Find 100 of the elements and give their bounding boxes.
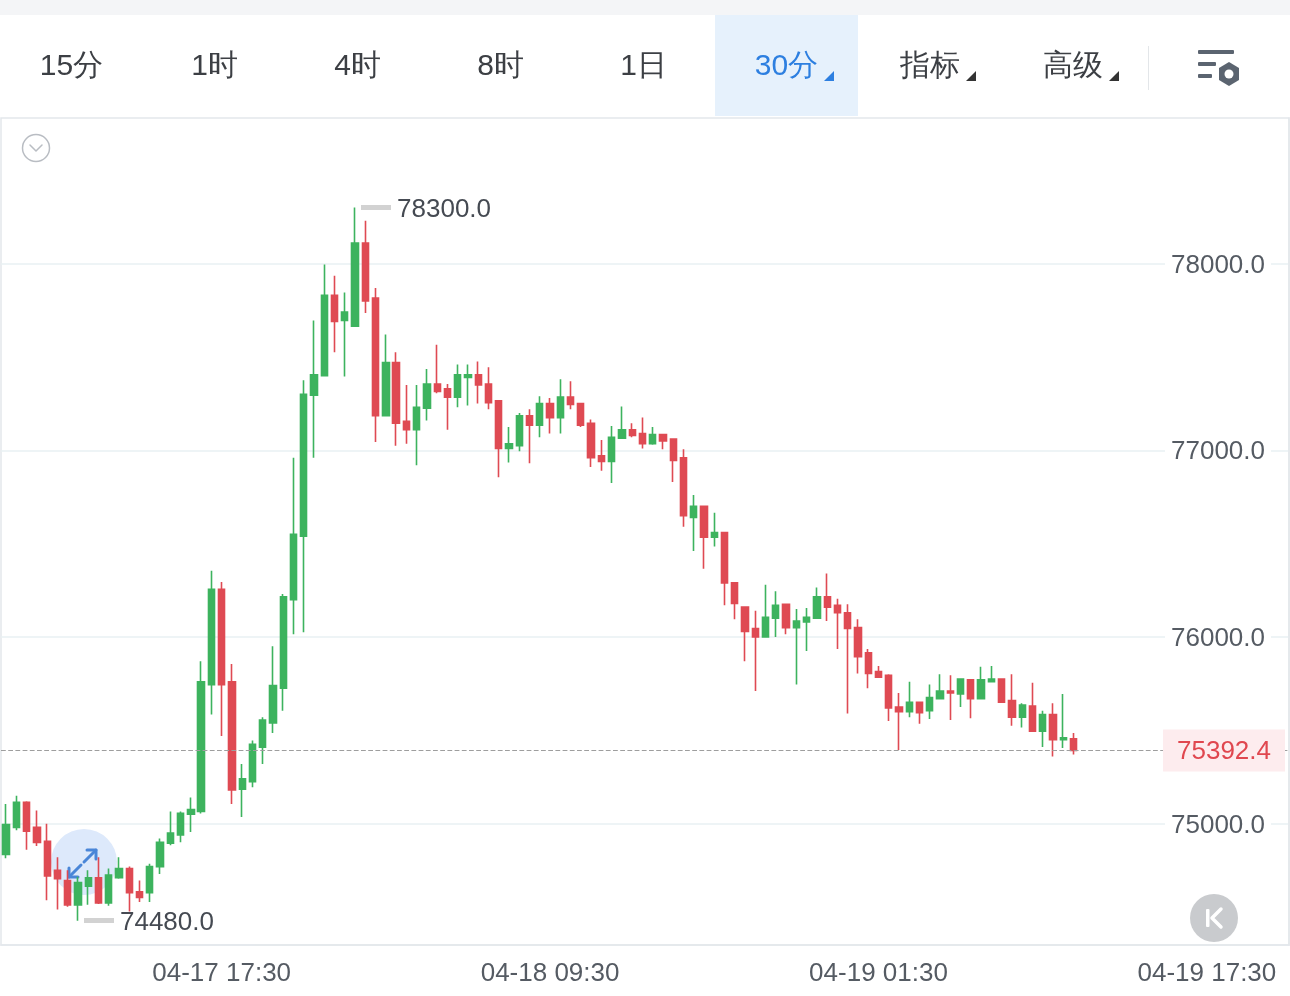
candlestick — [699, 505, 709, 570]
candlestick — [176, 810, 185, 844]
text: 30分 — [754, 47, 819, 83]
candlestick — [761, 583, 770, 638]
candlestick — [504, 426, 514, 464]
candlestick — [22, 800, 31, 851]
candlestick — [53, 856, 62, 911]
candlestick — [135, 879, 144, 903]
candlestick — [905, 680, 914, 719]
candlestick — [196, 660, 206, 815]
candlestick — [720, 531, 729, 607]
candlestick — [186, 796, 196, 833]
candlestick — [402, 384, 411, 445]
candlestick — [104, 867, 113, 907]
candlestick — [679, 448, 688, 528]
candlestick — [279, 593, 288, 712]
candlestick — [412, 384, 421, 467]
candlestick — [515, 412, 524, 453]
candlestick — [1048, 702, 1058, 758]
candlestick — [350, 206, 360, 328]
candlestick — [268, 645, 278, 734]
x-tick-label: 04-18 09:30 — [480, 957, 620, 987]
candlestick — [1028, 681, 1037, 733]
candlestick — [843, 603, 852, 715]
annotation: 78300.0 — [397, 192, 492, 223]
candlestick — [73, 876, 83, 922]
candlestick — [433, 344, 442, 395]
x-tick-label: 04-17 17:30 — [152, 957, 292, 987]
candlestick — [658, 433, 668, 451]
candlestick — [628, 422, 637, 439]
candlestick — [638, 416, 647, 450]
candlestick — [114, 856, 124, 880]
candlestick — [884, 673, 893, 722]
candlestick — [915, 701, 924, 725]
y-tick-label: 76000.0 — [1171, 621, 1265, 652]
candlestick — [525, 408, 534, 465]
candlestick — [997, 678, 1006, 704]
text: 15分 — [39, 47, 104, 83]
candlestick — [751, 610, 760, 692]
candlestick — [1018, 702, 1027, 729]
candlestick — [689, 494, 698, 552]
y-tick-label: 77000.0 — [1171, 435, 1265, 466]
candlestick — [812, 586, 822, 620]
candlestick — [453, 363, 462, 409]
candlestick — [864, 648, 873, 690]
candlestick — [217, 581, 226, 737]
y-tick-label: 78000.0 — [1171, 248, 1265, 279]
candlestick — [463, 363, 473, 407]
text: 8时 — [477, 47, 524, 83]
candlestick — [1, 803, 11, 859]
candlestick — [586, 418, 596, 468]
candlestick — [299, 379, 308, 634]
candlestick — [166, 810, 175, 846]
candlestick — [63, 869, 72, 908]
candlestick — [443, 383, 452, 431]
candlestick — [607, 425, 616, 484]
candlestick — [155, 837, 165, 875]
candlestick — [823, 572, 832, 622]
candlestick — [740, 606, 750, 663]
candlestick — [566, 380, 575, 411]
candlestick — [484, 366, 493, 411]
candlestick — [1059, 693, 1068, 749]
candlestick — [730, 582, 739, 621]
candlestick — [474, 360, 483, 405]
candlestick — [874, 665, 883, 678]
candlestick — [946, 674, 955, 721]
text: 4时 — [334, 47, 381, 83]
candlestick — [966, 679, 975, 719]
y-tick-label: 75000.0 — [1171, 808, 1265, 839]
text: 指标 — [899, 47, 960, 83]
candlestick — [669, 438, 678, 483]
candlestick — [771, 590, 780, 638]
candlestick — [792, 608, 801, 686]
ref-line-label: 75392.4 — [1177, 735, 1271, 766]
candlestick — [925, 683, 934, 720]
candlestick — [381, 333, 391, 417]
candlestick — [422, 368, 432, 422]
text: 高级 — [1042, 47, 1103, 83]
candlestick — [330, 274, 339, 354]
candlestick — [238, 763, 247, 818]
candlestick — [576, 401, 585, 428]
candlestick — [84, 869, 93, 906]
candlestick — [894, 692, 904, 751]
candlestick — [207, 569, 216, 716]
candlestick — [32, 809, 42, 847]
candlestick — [12, 794, 21, 831]
x-tick-label: 04-19 17:30 — [1137, 957, 1277, 987]
candlestick — [781, 603, 791, 635]
candlestick — [227, 663, 237, 805]
candlestick — [648, 426, 657, 446]
candlestick — [494, 400, 503, 479]
candlestick — [853, 618, 863, 675]
candlestick — [309, 319, 319, 459]
candlestick — [340, 291, 349, 378]
candlestick — [371, 287, 380, 443]
candlestick — [987, 665, 996, 683]
candlestick — [94, 856, 103, 905]
x-tick-label: 04-19 01:30 — [809, 957, 948, 987]
candlestick — [1069, 732, 1078, 756]
candlestick — [1007, 673, 1017, 727]
